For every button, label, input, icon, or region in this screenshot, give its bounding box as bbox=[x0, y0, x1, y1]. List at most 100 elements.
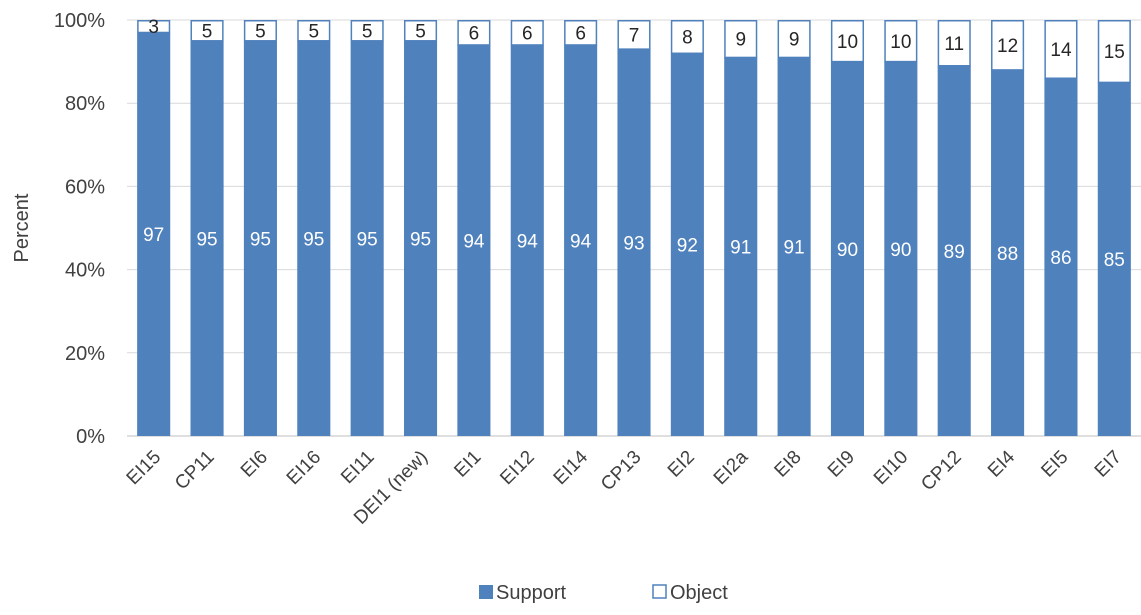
bar-object bbox=[830, 20, 865, 63]
bar-object bbox=[1097, 20, 1131, 84]
data-label-object: 14 bbox=[1050, 40, 1072, 61]
bar-support bbox=[991, 69, 1025, 437]
bar-object bbox=[777, 20, 811, 59]
x-tick-label: EI15 bbox=[123, 447, 165, 489]
x-tick-label: CP11 bbox=[171, 447, 218, 494]
bar-support bbox=[403, 40, 438, 437]
data-label-support: 91 bbox=[784, 238, 805, 259]
bar-support bbox=[670, 53, 704, 436]
bars: 97 3 95 5 95 5 95 5 95 5 95 5 94 6 94 6 94 6 93 7 92 8 91 9 91 9 9… bbox=[137, 17, 1131, 437]
data-label-support: 97 bbox=[143, 225, 164, 246]
y-axis-title: Percent bbox=[11, 193, 33, 262]
data-label-support: 89 bbox=[944, 242, 965, 263]
bar-support bbox=[457, 44, 491, 437]
bar-object bbox=[350, 20, 384, 42]
bar-object bbox=[243, 20, 277, 42]
bar-support bbox=[1044, 78, 1078, 437]
data-label-object: 9 bbox=[789, 30, 800, 51]
data-label-object: 11 bbox=[944, 34, 964, 55]
data-label-support: 88 bbox=[997, 244, 1018, 265]
data-label-object: 9 bbox=[735, 30, 746, 51]
data-label-support: 91 bbox=[730, 238, 751, 259]
data-label-object: 10 bbox=[837, 32, 858, 53]
data-label-support: 95 bbox=[196, 229, 217, 250]
data-label-support: 94 bbox=[570, 231, 592, 252]
data-label-object: 6 bbox=[575, 23, 586, 44]
bar-support bbox=[884, 61, 918, 436]
y-tick-label: 40% bbox=[65, 260, 105, 282]
bar-support bbox=[724, 57, 758, 436]
x-tick-label: EI10 bbox=[870, 447, 912, 489]
x-tick-label: EI2a bbox=[710, 446, 753, 489]
data-label-object: 8 bbox=[682, 28, 693, 49]
bar-object bbox=[937, 20, 971, 67]
y-tick-label: 0% bbox=[76, 426, 105, 448]
legend-label-support: Support bbox=[496, 582, 566, 604]
x-tick-label: EI5 bbox=[1037, 447, 1072, 482]
y-tick-label: 60% bbox=[65, 176, 105, 198]
bar-support bbox=[297, 40, 331, 437]
bar-object bbox=[403, 20, 438, 42]
x-tick-label: EI8 bbox=[771, 447, 806, 482]
data-label-support: 90 bbox=[890, 240, 911, 261]
data-label-support: 90 bbox=[837, 240, 858, 261]
data-label-object: 6 bbox=[469, 23, 480, 44]
x-tick-label: EI12 bbox=[496, 447, 538, 489]
bar-object bbox=[457, 20, 491, 46]
bar-object bbox=[884, 20, 918, 63]
x-tick-label: EI4 bbox=[984, 446, 1019, 481]
bar-object bbox=[617, 20, 651, 50]
legend-swatch-support bbox=[479, 585, 493, 599]
y-tick-label: 80% bbox=[65, 93, 105, 115]
data-label-object: 5 bbox=[362, 21, 373, 42]
y-tick-label: 100% bbox=[54, 10, 105, 32]
data-label-object: 5 bbox=[202, 21, 213, 42]
data-label-object: 7 bbox=[629, 26, 640, 47]
x-tick-label: EI2 bbox=[664, 447, 699, 482]
bar-support bbox=[243, 40, 277, 437]
data-label-object: 12 bbox=[997, 36, 1018, 57]
x-tick-label: EI6 bbox=[237, 447, 272, 482]
data-label-object: 15 bbox=[1104, 42, 1125, 63]
bar-support bbox=[564, 44, 598, 437]
x-tick-label: CP12 bbox=[917, 447, 965, 495]
bar-support bbox=[137, 32, 171, 436]
y-axis: 0% 20% 40% 60% 80% 100% bbox=[54, 10, 105, 448]
data-label-support: 93 bbox=[623, 234, 644, 255]
legend-swatch-object bbox=[652, 584, 667, 599]
bar-object bbox=[190, 20, 224, 42]
bar-object bbox=[564, 20, 598, 46]
data-label-object: 3 bbox=[148, 17, 159, 38]
y-tick-label: 20% bbox=[65, 343, 105, 365]
data-label-object: 5 bbox=[309, 21, 320, 42]
bar-object bbox=[297, 20, 331, 42]
x-tick-label: EI1 bbox=[450, 447, 485, 482]
data-label-support: 95 bbox=[357, 229, 378, 250]
data-label-object: 5 bbox=[415, 21, 426, 42]
x-tick-label: EI14 bbox=[550, 446, 593, 489]
bar-support bbox=[350, 40, 384, 437]
x-tick-label: EI7 bbox=[1091, 447, 1126, 482]
bar-object bbox=[991, 20, 1025, 71]
bar-object bbox=[724, 20, 758, 59]
data-label-object: 5 bbox=[255, 21, 266, 42]
data-label-support: 95 bbox=[250, 229, 271, 250]
data-label-support: 95 bbox=[410, 229, 431, 250]
data-label-support: 85 bbox=[1104, 250, 1125, 271]
bar-support bbox=[510, 44, 544, 437]
bar-object bbox=[670, 20, 704, 55]
bar-object bbox=[510, 20, 544, 46]
legend: Support Object bbox=[479, 582, 728, 604]
x-tick-label: EI16 bbox=[283, 447, 325, 489]
data-label-support: 86 bbox=[1050, 248, 1071, 269]
data-label-object: 6 bbox=[522, 23, 533, 44]
bar-support bbox=[777, 57, 811, 436]
bar-object bbox=[137, 20, 171, 34]
bar-object bbox=[1044, 20, 1078, 79]
data-label-support: 95 bbox=[303, 229, 324, 250]
data-label-support: 94 bbox=[463, 231, 485, 252]
x-tick-label: EI9 bbox=[824, 447, 859, 482]
bar-support bbox=[830, 61, 865, 436]
